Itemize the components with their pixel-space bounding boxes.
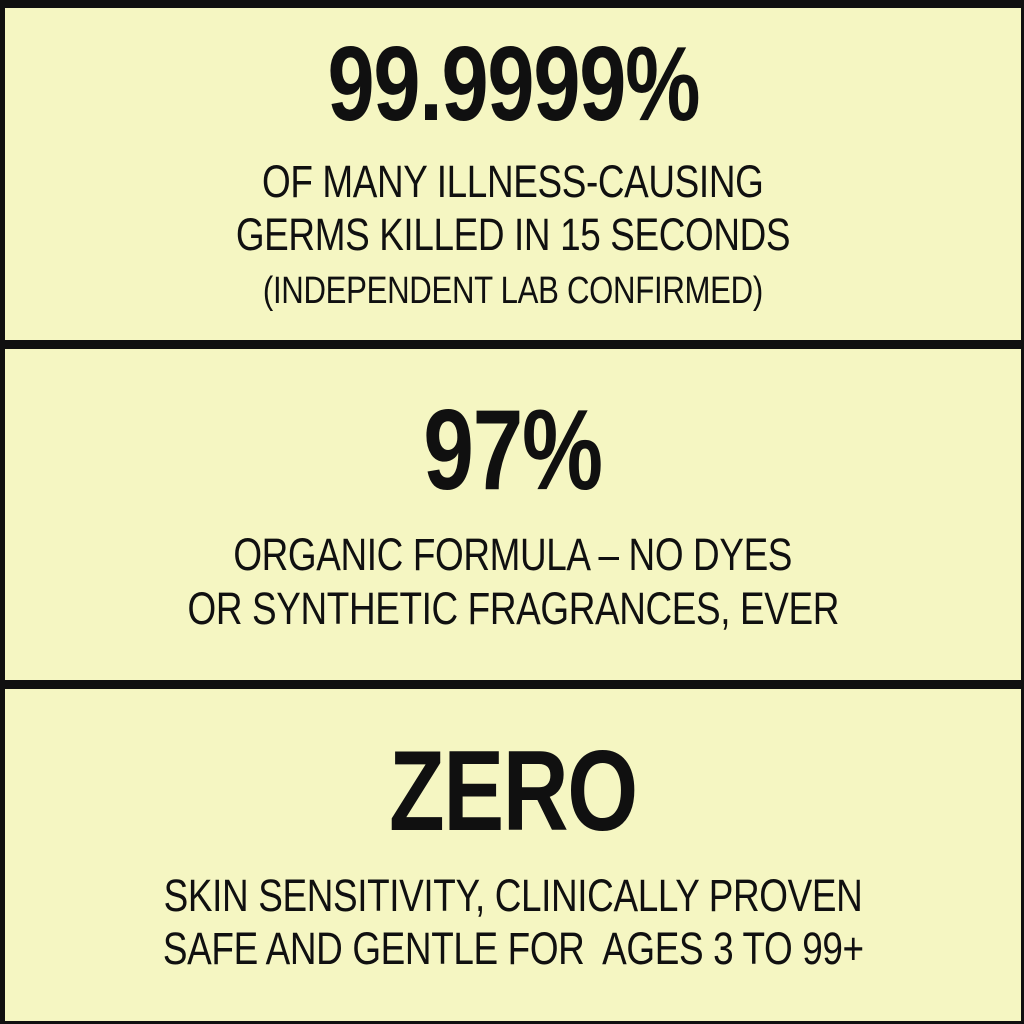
panel-zero-sensitivity: ZERO SKIN SENSITIVITY, CLINICALLY PROVEN…: [5, 680, 1021, 1021]
organic-formula-description-line-2: OR SYNTHETIC FRAGRANCES, EVER: [187, 582, 839, 634]
panel-germ-kill: 99.9999% OF MANY ILLNESS-CAUSING GERMS K…: [5, 8, 1021, 340]
germ-kill-description-line-1: OF MANY ILLNESS-CAUSING: [262, 156, 764, 208]
germ-kill-footnote: (INDEPENDENT LAB CONFIRMED): [262, 270, 763, 313]
organic-formula-stat: 97%: [423, 387, 604, 515]
organic-formula-description-line-1: ORGANIC FORMULA – NO DYES: [233, 529, 793, 581]
germ-kill-stat: 99.9999%: [327, 25, 700, 144]
panel-organic-formula: 97% ORGANIC FORMULA – NO DYES OR SYNTHET…: [5, 339, 1021, 681]
germ-kill-description-line-2: GERMS KILLED IN 15 SECONDS: [235, 209, 791, 261]
zero-sensitivity-description-line-1: SKIN SENSITIVITY, CLINICALLY PROVEN: [163, 870, 863, 922]
zero-sensitivity-stat: ZERO: [389, 728, 638, 856]
zero-sensitivity-description-line-2: SAFE AND GENTLE FOR AGES 3 TO 99+: [162, 923, 864, 975]
